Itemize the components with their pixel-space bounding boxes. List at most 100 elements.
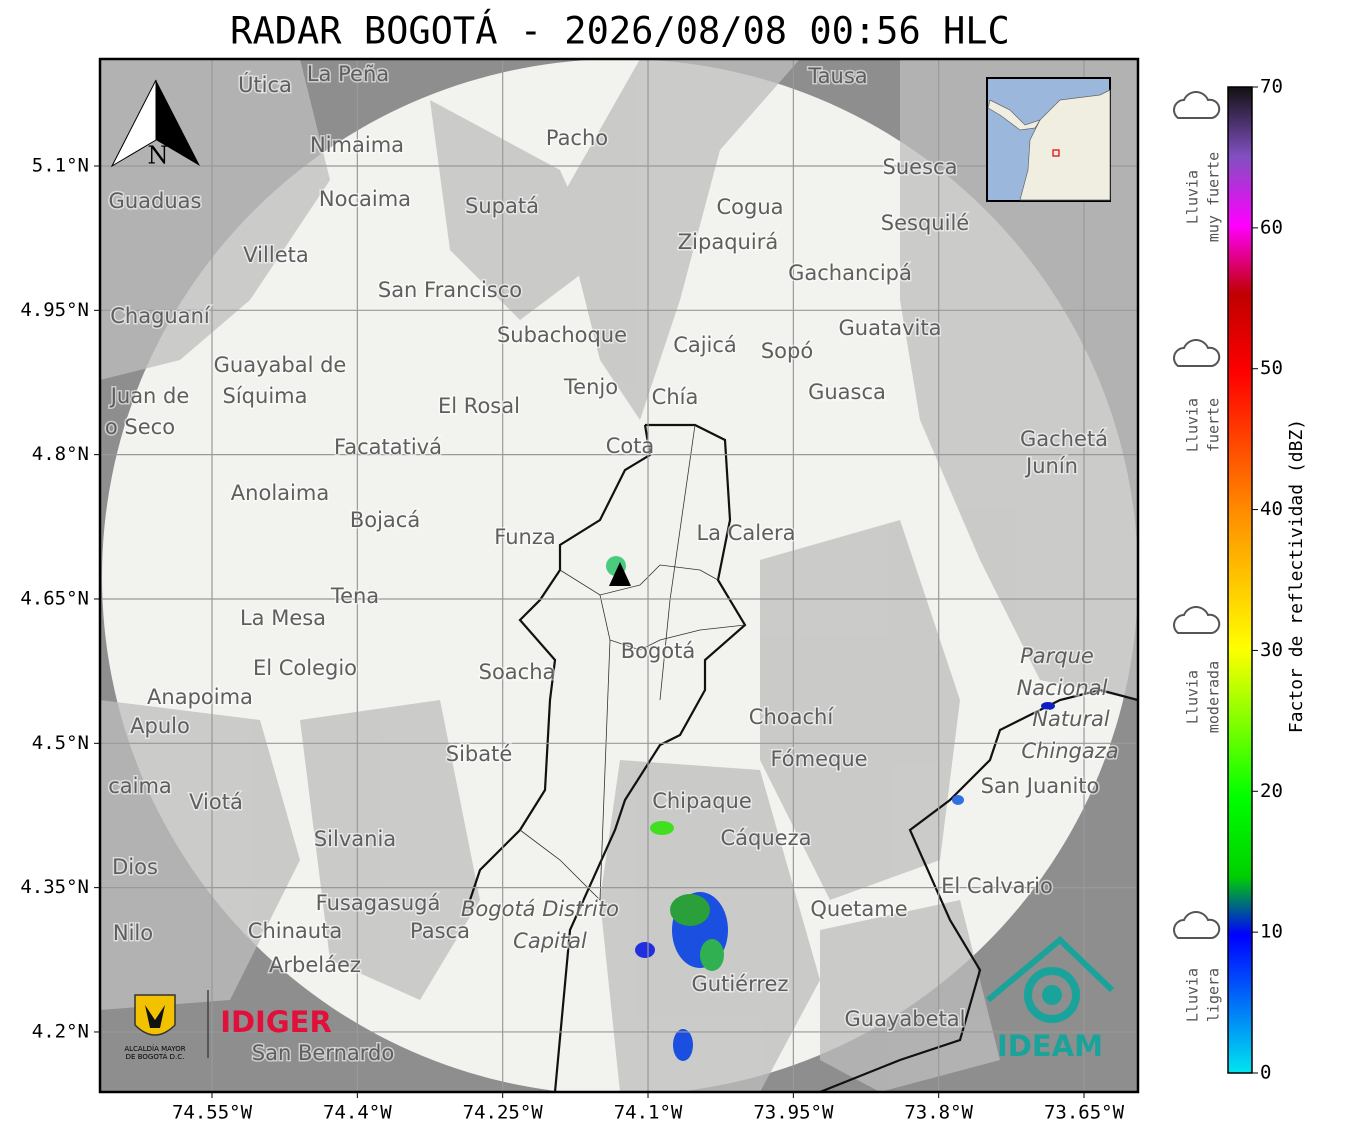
place-label: El Rosal xyxy=(438,394,520,418)
place-label: Cota xyxy=(606,434,655,458)
place-label: Tenjo xyxy=(563,375,618,399)
place-label: Sesquilé xyxy=(881,211,969,235)
place-label: Guayabal de xyxy=(214,353,347,377)
place-label: Chía xyxy=(652,385,699,409)
place-label: Supatá xyxy=(465,194,539,218)
place-label: Anapoima xyxy=(147,685,253,709)
place-label: Anolaima xyxy=(231,481,329,505)
place-label: Tausa xyxy=(807,64,867,88)
rain-label: fuerte xyxy=(1205,398,1223,452)
place-label: Fusagasugá xyxy=(316,891,441,915)
y-tick-label: 4.35°N xyxy=(20,876,89,898)
rain-label: Lluvia xyxy=(1184,170,1202,224)
y-tick-label: 4.95°N xyxy=(20,299,89,321)
alcaldia-text: ALCALDÍA MAYOR xyxy=(124,1044,185,1053)
place-label: Cáqueza xyxy=(721,826,812,850)
place-label: Bogotá Distrito xyxy=(461,897,619,921)
place-label: Juan de xyxy=(109,384,190,408)
place-label: Útica xyxy=(238,72,292,97)
y-tick-label: 4.2°N xyxy=(32,1020,89,1042)
place-label: Cogua xyxy=(716,195,783,219)
radar-echoes xyxy=(606,556,1055,1061)
place-label: Pacho xyxy=(546,126,608,150)
north-arrow: N xyxy=(110,79,200,170)
place-label: Guasca xyxy=(808,380,886,404)
colorbar-tick-label: 60 xyxy=(1260,216,1283,238)
place-label: o Seco xyxy=(105,415,175,439)
x-tick-label: 74.25°W xyxy=(463,1102,544,1124)
north-label: N xyxy=(148,142,169,170)
place-label: Villeta xyxy=(243,243,308,267)
x-tick-label: 73.95°W xyxy=(753,1102,834,1124)
rain-label: Lluvia xyxy=(1184,968,1202,1022)
place-label: Síquima xyxy=(223,384,308,408)
map-frame xyxy=(98,57,1140,1094)
place-label: Quetame xyxy=(810,897,907,921)
x-tick-label: 74.4°W xyxy=(323,1102,392,1124)
rain-icon xyxy=(1173,339,1221,367)
colorbar-tick-label: 30 xyxy=(1260,639,1283,661)
place-label: Cajicá xyxy=(673,333,737,357)
y-tick-label: 4.65°N xyxy=(20,587,89,609)
boundaries xyxy=(468,423,1138,1092)
grid xyxy=(100,59,1138,1092)
place-label: Soacha xyxy=(479,660,556,684)
y-tick-label: 5.1°N xyxy=(32,154,89,176)
place-label: Sopó xyxy=(761,339,813,363)
place-label: La Calera xyxy=(696,521,795,545)
place-label: La Peña xyxy=(307,62,389,86)
place-label: San Juanito xyxy=(981,774,1100,798)
place-label: Guatavita xyxy=(839,316,942,340)
place-label: Funza xyxy=(494,525,555,549)
rain-label: Lluvia xyxy=(1184,398,1202,452)
alcaldia-text: DE BOGOTÁ D.C. xyxy=(126,1052,185,1061)
place-label: Chaguaní xyxy=(110,304,211,328)
place-label: Guaduas xyxy=(109,189,202,213)
place-label: Fómeque xyxy=(770,747,867,771)
localities xyxy=(519,424,746,901)
x-tick-label: 74.1°W xyxy=(614,1102,683,1124)
radar-site xyxy=(609,562,631,586)
rain-icon xyxy=(1173,911,1221,939)
colorbar-tick-label: 10 xyxy=(1260,921,1283,943)
y-tick-label: 4.5°N xyxy=(32,732,89,754)
place-label: Silvania xyxy=(314,827,396,851)
colorbar-tick-label: 70 xyxy=(1260,76,1283,98)
colorbar-label: Factor de reflectividad (dBZ) xyxy=(1286,419,1307,733)
place-label: Subachoque xyxy=(497,323,627,347)
rain-label: ligera xyxy=(1205,968,1223,1022)
colorbar-tick-label: 40 xyxy=(1260,498,1283,520)
place-label: Pasca xyxy=(410,919,470,943)
place-label: Nimaima xyxy=(310,133,404,157)
colorbar-tick-label: 20 xyxy=(1260,780,1283,802)
ideam-text: IDEAM xyxy=(997,1029,1103,1063)
rain-icon xyxy=(1173,606,1221,634)
place-label: Tena xyxy=(330,584,379,608)
ideam-logo: IDEAM xyxy=(986,935,1115,1063)
colorbar-tick-label: 50 xyxy=(1260,357,1283,379)
place-label: San Francisco xyxy=(378,278,522,302)
place-label: Nilo xyxy=(113,921,153,945)
place-label: Nocaima xyxy=(319,187,411,211)
place-label: Gachetá xyxy=(1020,427,1108,451)
place-label: Suesca xyxy=(883,155,958,179)
rain-icon xyxy=(1173,91,1221,119)
places: La Peña Útica Tausa Pacho Nimaima Suesca Guadu… xyxy=(103,61,1120,1067)
colorbar-tick-label: 0 xyxy=(1260,1062,1271,1084)
place-label: Arbeláez xyxy=(269,953,361,977)
place-label: Nacional xyxy=(1017,676,1108,700)
place-label: Bojacá xyxy=(350,508,420,532)
place-label: Natural xyxy=(1032,707,1110,731)
axes: 74.55°W 74.4°W 74.25°W 74.1°W 73.95°W 73.8°W 7… xyxy=(20,154,1124,1123)
alcaldia-logo: ALCALDÍA MAYOR DE BOGOTÁ D.C. IDIGER xyxy=(124,990,332,1061)
x-tick-label: 73.8°W xyxy=(904,1102,973,1124)
place-label: Capital xyxy=(513,929,587,953)
title: RADAR BOGOTÁ - 2026/08/08 00:56 HLC xyxy=(230,9,1010,53)
place-label: Choachí xyxy=(749,705,835,729)
place-label: La Mesa xyxy=(240,606,326,630)
x-tick-label: 73.65°W xyxy=(1044,1102,1125,1124)
place-label: Guayabetal xyxy=(845,1007,966,1031)
place-label: Apulo xyxy=(130,714,190,738)
